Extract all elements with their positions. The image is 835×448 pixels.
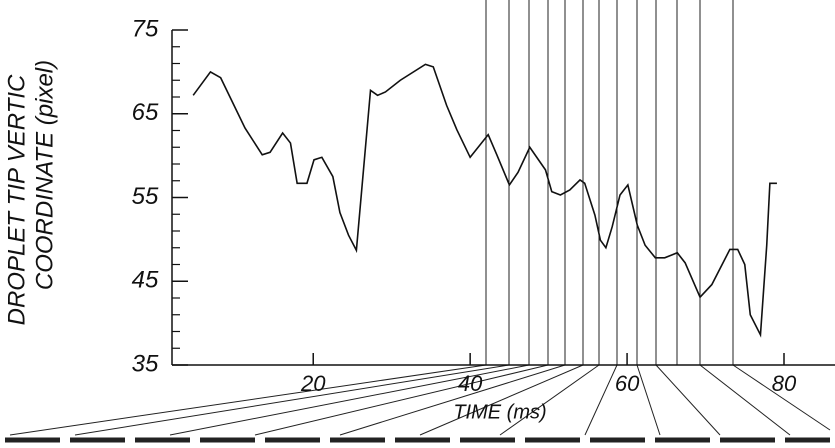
y-tick-label: 65 — [132, 99, 159, 126]
x-tick-label: 40 — [458, 371, 483, 396]
y-tick-label: 45 — [132, 267, 159, 294]
y-tick-label: 55 — [132, 183, 159, 210]
decoration — [5, 0, 831, 443]
y-axis-label: COORDINATE (pixel) — [31, 60, 58, 290]
x-tick-label: 20 — [300, 371, 326, 396]
x-tick-label: 80 — [772, 371, 797, 396]
x-tick-label: 60 — [615, 371, 640, 396]
y-tick-label: 75 — [132, 15, 159, 42]
y-axis-label: DROPLET TIP VERTIC — [3, 74, 30, 325]
y-tick-label: 35 — [132, 350, 159, 377]
x-axis-label: TIME (ms) — [453, 401, 546, 423]
data-line — [192, 63, 777, 338]
